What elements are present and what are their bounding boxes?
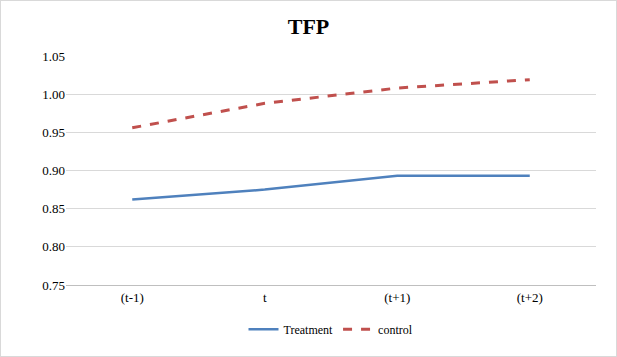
svg-text:0.80: 0.80 (42, 239, 65, 254)
svg-text:0.95: 0.95 (42, 125, 65, 140)
svg-text:1.00: 1.00 (42, 87, 65, 102)
svg-text:(t-1): (t-1) (121, 290, 144, 305)
svg-text:control: control (378, 323, 413, 337)
svg-text:0.85: 0.85 (42, 201, 65, 216)
svg-text:t: t (263, 290, 267, 305)
svg-text:(t+1): (t+1) (384, 290, 410, 305)
svg-text:(t+2): (t+2) (517, 290, 543, 305)
svg-text:0.90: 0.90 (42, 163, 65, 178)
svg-text:TFP: TFP (288, 14, 330, 39)
svg-text:1.05: 1.05 (42, 49, 65, 64)
svg-text:Treatment: Treatment (284, 323, 334, 337)
svg-text:0.75: 0.75 (42, 278, 65, 293)
